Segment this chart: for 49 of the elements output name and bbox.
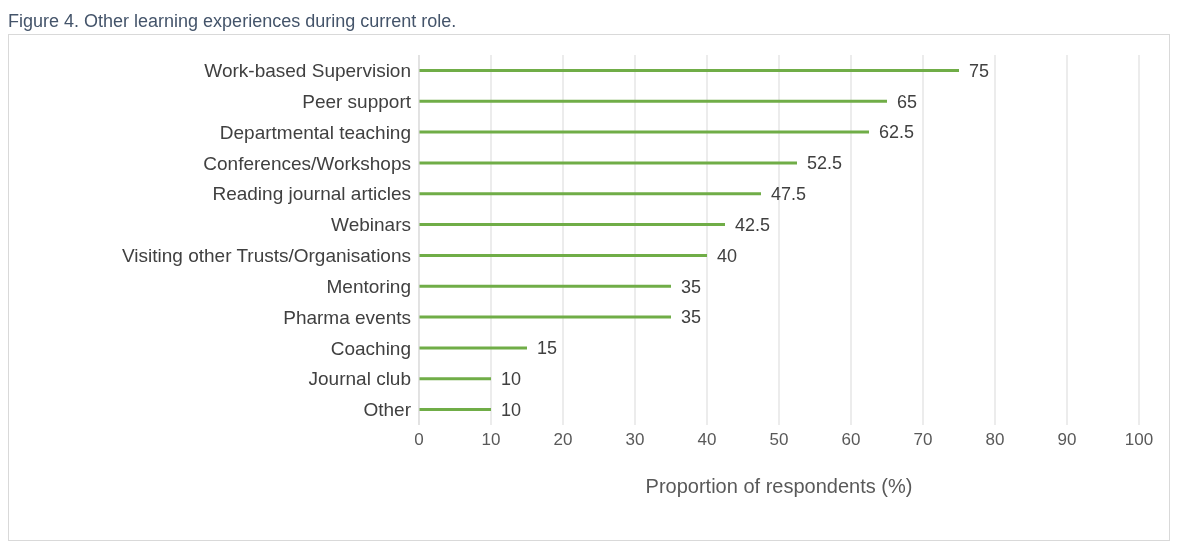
x-axis-title: Proportion of respondents (%) bbox=[644, 475, 914, 498]
data-label: 10 bbox=[501, 369, 522, 390]
bar bbox=[419, 223, 725, 227]
data-label: 52.5 bbox=[807, 153, 843, 174]
y-tick-label: Departmental teaching bbox=[219, 121, 411, 143]
y-tick-label: Visiting other Trusts/Organisations bbox=[121, 245, 411, 267]
y-tick-label: Coaching bbox=[330, 337, 411, 359]
y-tick-label: Peer support bbox=[302, 91, 412, 112]
bar bbox=[419, 99, 887, 103]
data-label: 62.5 bbox=[879, 122, 915, 143]
data-label: 35 bbox=[681, 276, 702, 297]
y-tick-label: Conferences/Workshops bbox=[203, 152, 411, 174]
data-label: 40 bbox=[717, 245, 738, 266]
x-tick-label: 40 bbox=[697, 430, 717, 450]
x-tick-label: 50 bbox=[769, 430, 789, 450]
x-tick-label: 60 bbox=[841, 430, 861, 450]
y-tick-label: Pharma events bbox=[283, 306, 411, 328]
x-tick-label: 100 bbox=[1124, 430, 1154, 450]
bar bbox=[419, 253, 707, 257]
x-tick-label: 0 bbox=[414, 430, 424, 450]
y-tick-label: Work-based Supervision bbox=[204, 60, 411, 82]
bar bbox=[419, 192, 761, 196]
x-tick-label: 80 bbox=[985, 430, 1005, 450]
y-tick-label: Webinars bbox=[331, 214, 411, 236]
data-label: 42.5 bbox=[735, 214, 771, 235]
x-tick-label: 30 bbox=[625, 430, 645, 450]
bar bbox=[419, 408, 491, 412]
x-tick-label: 10 bbox=[481, 430, 501, 450]
data-label: 47.5 bbox=[771, 184, 807, 205]
bar bbox=[419, 284, 671, 288]
x-tick-label: 90 bbox=[1057, 430, 1077, 450]
data-label: 75 bbox=[969, 60, 990, 81]
data-label: 35 bbox=[681, 307, 702, 328]
bar bbox=[419, 130, 869, 134]
x-tick-label: 70 bbox=[913, 430, 933, 450]
data-label: 65 bbox=[897, 91, 918, 112]
text: Figure 4. Other learning experiences during current role. bbox=[8, 10, 458, 33]
bar bbox=[419, 68, 959, 72]
x-tick-label: 20 bbox=[553, 430, 573, 450]
data-label: 15 bbox=[537, 338, 558, 359]
bar bbox=[419, 315, 671, 319]
bar bbox=[419, 161, 797, 165]
y-tick-label: Other bbox=[363, 399, 412, 421]
data-label: 10 bbox=[501, 399, 522, 420]
bar bbox=[419, 346, 527, 350]
y-tick-label: Reading journal articles bbox=[212, 183, 411, 205]
bar bbox=[419, 377, 491, 381]
y-tick-label: Mentoring bbox=[326, 275, 411, 297]
y-tick-label: Journal club bbox=[308, 368, 411, 390]
